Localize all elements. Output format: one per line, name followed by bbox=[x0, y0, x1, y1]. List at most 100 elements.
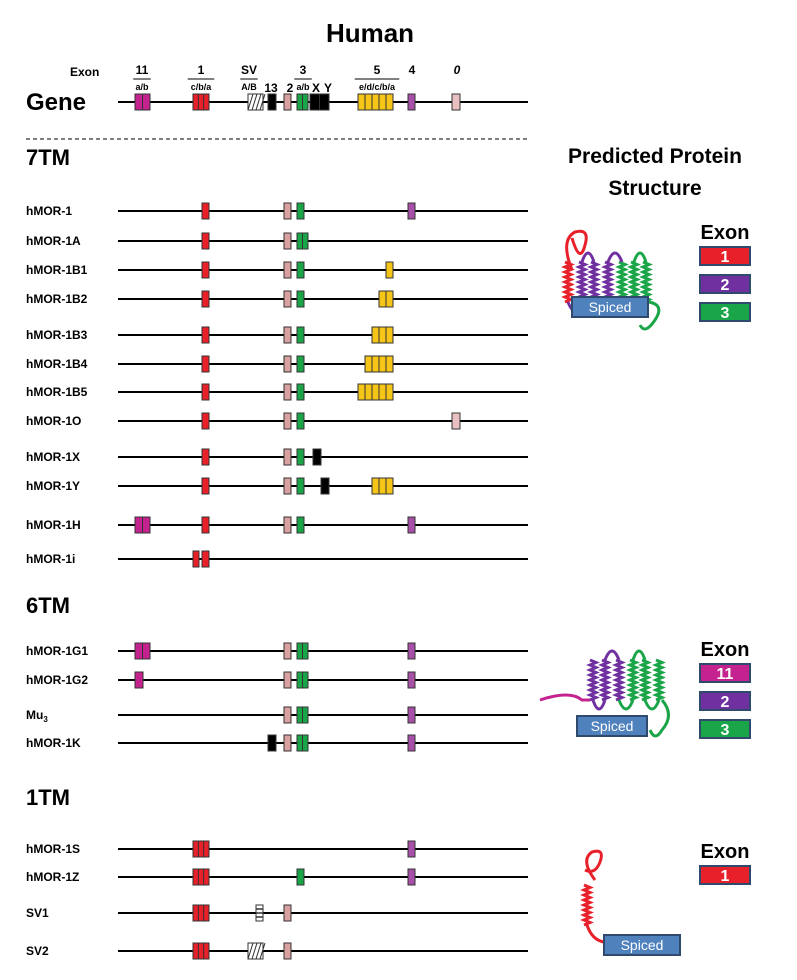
exon-2 bbox=[283, 942, 292, 960]
isoform-label: hMOR-1K bbox=[26, 736, 81, 750]
svg-text:Spiced: Spiced bbox=[589, 299, 632, 315]
exon-3 bbox=[296, 326, 305, 344]
exon-13 bbox=[267, 734, 277, 752]
exon-3 bbox=[296, 412, 305, 430]
exon-3ab bbox=[296, 232, 309, 250]
c-terminus bbox=[638, 300, 661, 331]
isoform-row: hMOR-1Z bbox=[26, 868, 528, 886]
isoform-row: hMOR-1B2 bbox=[26, 290, 528, 308]
n-terminus bbox=[584, 849, 603, 881]
tm-helix bbox=[580, 883, 594, 927]
protein-loop bbox=[643, 699, 661, 711]
isoform-label: hMOR-1i bbox=[26, 552, 75, 566]
exon-sv bbox=[247, 942, 266, 960]
exon-2 bbox=[283, 642, 292, 660]
isoform-label: Mu3 bbox=[26, 708, 48, 724]
tm-helix bbox=[639, 260, 653, 304]
isoform-row: hMOR-1B1 bbox=[26, 261, 528, 279]
isoform-label: hMOR-1H bbox=[26, 518, 81, 532]
svg-text:1: 1 bbox=[721, 249, 730, 266]
protein-loop bbox=[617, 699, 635, 711]
legend-exon-3: 3 bbox=[699, 719, 751, 739]
section-title-6tm: 6TM bbox=[26, 593, 70, 618]
exon-2 bbox=[283, 477, 292, 495]
isoform-row: hMOR-1A bbox=[26, 232, 528, 250]
exon-5x5 bbox=[357, 383, 394, 401]
protein-title-2: Structure bbox=[608, 177, 701, 200]
n-terminus bbox=[539, 693, 590, 702]
exon-4 bbox=[407, 202, 416, 220]
exon-2 bbox=[283, 412, 292, 430]
svg-text:11: 11 bbox=[717, 666, 734, 683]
exon-3 bbox=[296, 448, 305, 466]
protein-structure-6tm: Exon 11 2 3 Spiced bbox=[539, 639, 751, 739]
exon-2 bbox=[283, 448, 292, 466]
isoform-row: SV1 bbox=[26, 904, 528, 922]
tm-helix bbox=[561, 260, 575, 304]
exon-0 bbox=[451, 412, 461, 430]
isoform-label: hMOR-1Y bbox=[26, 479, 80, 493]
exon-2 bbox=[283, 290, 292, 308]
tm-helix bbox=[587, 260, 601, 304]
tm-helix bbox=[612, 658, 626, 702]
exon-2 bbox=[283, 706, 292, 724]
c-terminus bbox=[648, 699, 670, 738]
exon-header-sub-SV: A/B bbox=[241, 82, 257, 92]
exon-2 bbox=[283, 202, 292, 220]
isoform-row: hMOR-1G1 bbox=[26, 642, 528, 660]
isoform-row: hMOR-1H bbox=[26, 516, 528, 534]
spiced-box: Spiced bbox=[571, 296, 649, 318]
exon-header-X: X bbox=[312, 81, 320, 95]
exon-4 bbox=[407, 671, 416, 689]
exon-xy bbox=[309, 93, 330, 111]
exon-1 bbox=[201, 550, 210, 568]
exon-4 bbox=[407, 840, 416, 858]
exon-header-SV: SV bbox=[241, 63, 257, 77]
exon-header-4: 4 bbox=[409, 63, 416, 77]
exon-3 bbox=[296, 290, 305, 308]
exon-5x4 bbox=[364, 355, 394, 373]
isoform-label: hMOR-1B5 bbox=[26, 385, 88, 399]
exon-header-11: 11 bbox=[136, 63, 149, 77]
exon-header-5: 5 bbox=[374, 63, 381, 77]
isoform-row: hMOR-1S bbox=[26, 840, 528, 858]
exon-11ab bbox=[134, 642, 151, 660]
exon-1cba bbox=[192, 840, 210, 858]
exon-4 bbox=[407, 93, 416, 111]
n-terminus bbox=[565, 229, 588, 271]
tm-helix bbox=[615, 260, 629, 304]
svg-text:1: 1 bbox=[721, 868, 730, 885]
exon-x bbox=[312, 448, 322, 466]
exon-3 bbox=[296, 202, 305, 220]
exon-2 bbox=[283, 671, 292, 689]
legend-exon-1: 1 bbox=[699, 865, 751, 885]
legend-exon-2: 2 bbox=[699, 274, 751, 294]
exon-2 bbox=[283, 232, 292, 250]
legend-exon-11: 11 bbox=[699, 663, 751, 683]
protein-structure-7tm: Exon 1 2 3 Spiced bbox=[561, 222, 751, 331]
exon-1 bbox=[201, 516, 210, 534]
exon-3 bbox=[296, 516, 305, 534]
isoform-row: SV2 bbox=[26, 942, 528, 960]
protein-loop bbox=[603, 649, 621, 661]
diagram-title: Human bbox=[326, 18, 414, 48]
exon-1 bbox=[201, 355, 210, 373]
isoform-label: hMOR-1S bbox=[26, 842, 80, 856]
tm-helix bbox=[652, 658, 666, 702]
svg-text:Spiced: Spiced bbox=[591, 718, 634, 734]
section-title-1tm: 1TM bbox=[26, 785, 70, 810]
isoform-row: hMOR-1O bbox=[26, 412, 528, 430]
exon-4 bbox=[407, 734, 416, 752]
exon-1 bbox=[201, 232, 210, 250]
tm-helix bbox=[598, 658, 612, 702]
isoform-label: hMOR-1G2 bbox=[26, 673, 88, 687]
exon-11a bbox=[134, 671, 144, 689]
legend-exon-label: Exon bbox=[701, 222, 750, 244]
tm-helix bbox=[626, 658, 640, 702]
svg-text:3: 3 bbox=[721, 722, 730, 739]
exon-header-label: Exon bbox=[70, 65, 99, 79]
protein-structure-1tm: Exon 1 Spiced bbox=[580, 841, 751, 956]
exon-5x1 bbox=[385, 261, 394, 279]
exon-header-sub-5: e/d/c/b/a bbox=[359, 82, 396, 92]
exon-1c bbox=[192, 550, 200, 568]
